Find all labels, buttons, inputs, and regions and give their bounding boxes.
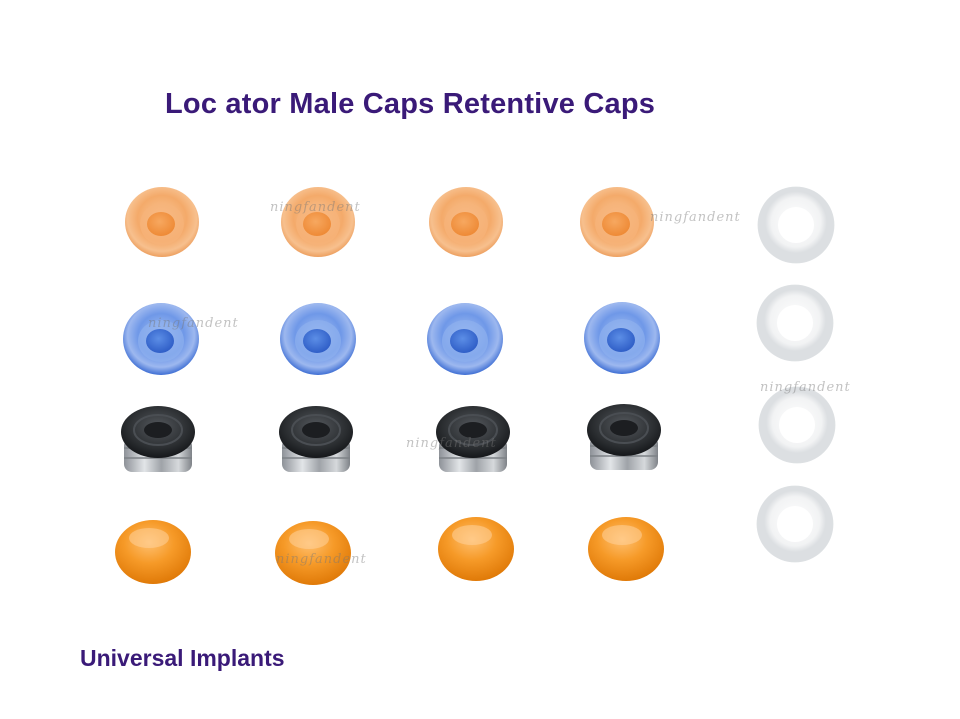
watermark: ningfandent <box>760 380 851 395</box>
metal-housing-black-cap <box>121 406 195 472</box>
clear-blue-cap <box>280 303 356 375</box>
clear-orange-cap <box>281 187 355 257</box>
watermark: ningfandent <box>650 210 741 225</box>
solid-orange-cap <box>115 520 191 584</box>
watermark: ningfandent <box>276 552 367 567</box>
watermark: ningfandent <box>406 436 497 451</box>
watermark: ningfandent <box>148 316 239 331</box>
clear-blue-cap <box>427 303 503 375</box>
metal-housing-black-cap <box>436 406 510 472</box>
clear-blue-cap <box>584 302 660 374</box>
clear-orange-cap <box>429 187 503 257</box>
white-ring <box>756 485 834 563</box>
metal-housing-black-cap <box>587 404 661 470</box>
solid-orange-cap <box>275 521 351 585</box>
page-title: Loc ator Male Caps Retentive Caps <box>165 88 656 120</box>
solid-orange-cap <box>588 517 664 581</box>
clear-orange-cap <box>125 187 199 257</box>
brand-subtitle: Universal Implants <box>80 645 285 671</box>
white-ring <box>757 186 835 264</box>
metal-housing-black-cap <box>279 406 353 472</box>
clear-orange-cap <box>580 187 654 257</box>
watermark: ningfandent <box>270 200 361 215</box>
clear-blue-cap <box>123 303 199 375</box>
white-ring <box>756 284 834 362</box>
white-ring <box>758 386 836 464</box>
solid-orange-cap <box>438 517 514 581</box>
